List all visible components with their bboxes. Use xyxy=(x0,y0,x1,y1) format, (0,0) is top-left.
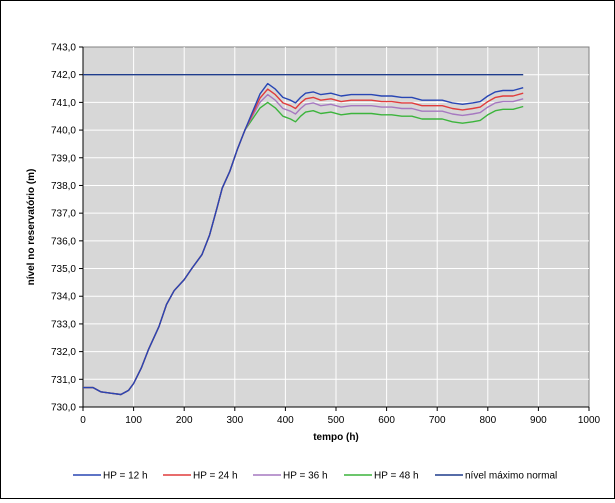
x-tick-label: 100 xyxy=(125,415,142,426)
x-tick-label: 200 xyxy=(176,415,193,426)
x-tick-label: 700 xyxy=(429,415,446,426)
legend: HP = 12 h HP = 24 h HP = 36 h HP = 48 h níve… xyxy=(73,471,557,482)
x-axis-ticks: 0 100 200 300 400 500 600 700 800 900 1000 xyxy=(80,406,601,426)
x-tick-label: 600 xyxy=(378,415,395,426)
y-tick-label: 741,0 xyxy=(51,98,76,109)
legend-label: HP = 36 h xyxy=(283,471,328,482)
y-tick-label: 730,0 xyxy=(51,403,76,414)
y-tick-label: 743,0 xyxy=(51,43,76,54)
series-lines xyxy=(83,73,524,396)
y-tick-label: 735,0 xyxy=(51,264,76,275)
x-axis-title: tempo (h) xyxy=(313,432,359,443)
x-tick-label: 800 xyxy=(479,415,496,426)
x-tick-label: 1000 xyxy=(578,415,601,426)
y-axis-ticks: 730,0 731,0 732,0 733,0 734,0 735,0 736,0 737,0… xyxy=(51,43,84,414)
series-line-1 xyxy=(83,82,524,396)
y-tick-label: 736,0 xyxy=(51,236,76,247)
y-tick-label: 740,0 xyxy=(51,126,76,137)
x-tick-label: 900 xyxy=(530,415,547,426)
x-tick-label: 0 xyxy=(80,415,86,426)
y-axis-title: nível no reservatório (m) xyxy=(26,169,37,286)
y-tick-label: 732,0 xyxy=(51,347,76,358)
y-tick-label: 734,0 xyxy=(51,292,76,303)
y-tick-label: 737,0 xyxy=(51,209,76,220)
legend-label: HP = 12 h xyxy=(103,471,148,482)
x-tick-label: 500 xyxy=(328,415,345,426)
y-tick-label: 738,0 xyxy=(51,181,76,192)
x-tick-label: 300 xyxy=(226,415,243,426)
legend-label: HP = 24 h xyxy=(193,471,238,482)
legend-label: HP = 48 h xyxy=(374,471,419,482)
y-tick-label: 742,0 xyxy=(51,70,76,81)
y-tick-label: 731,0 xyxy=(51,375,76,386)
x-tick-label: 400 xyxy=(277,415,294,426)
y-tick-label: 739,0 xyxy=(51,153,76,164)
y-tick-label: 733,0 xyxy=(51,319,76,330)
legend-label: nível máximo normal xyxy=(465,471,557,482)
